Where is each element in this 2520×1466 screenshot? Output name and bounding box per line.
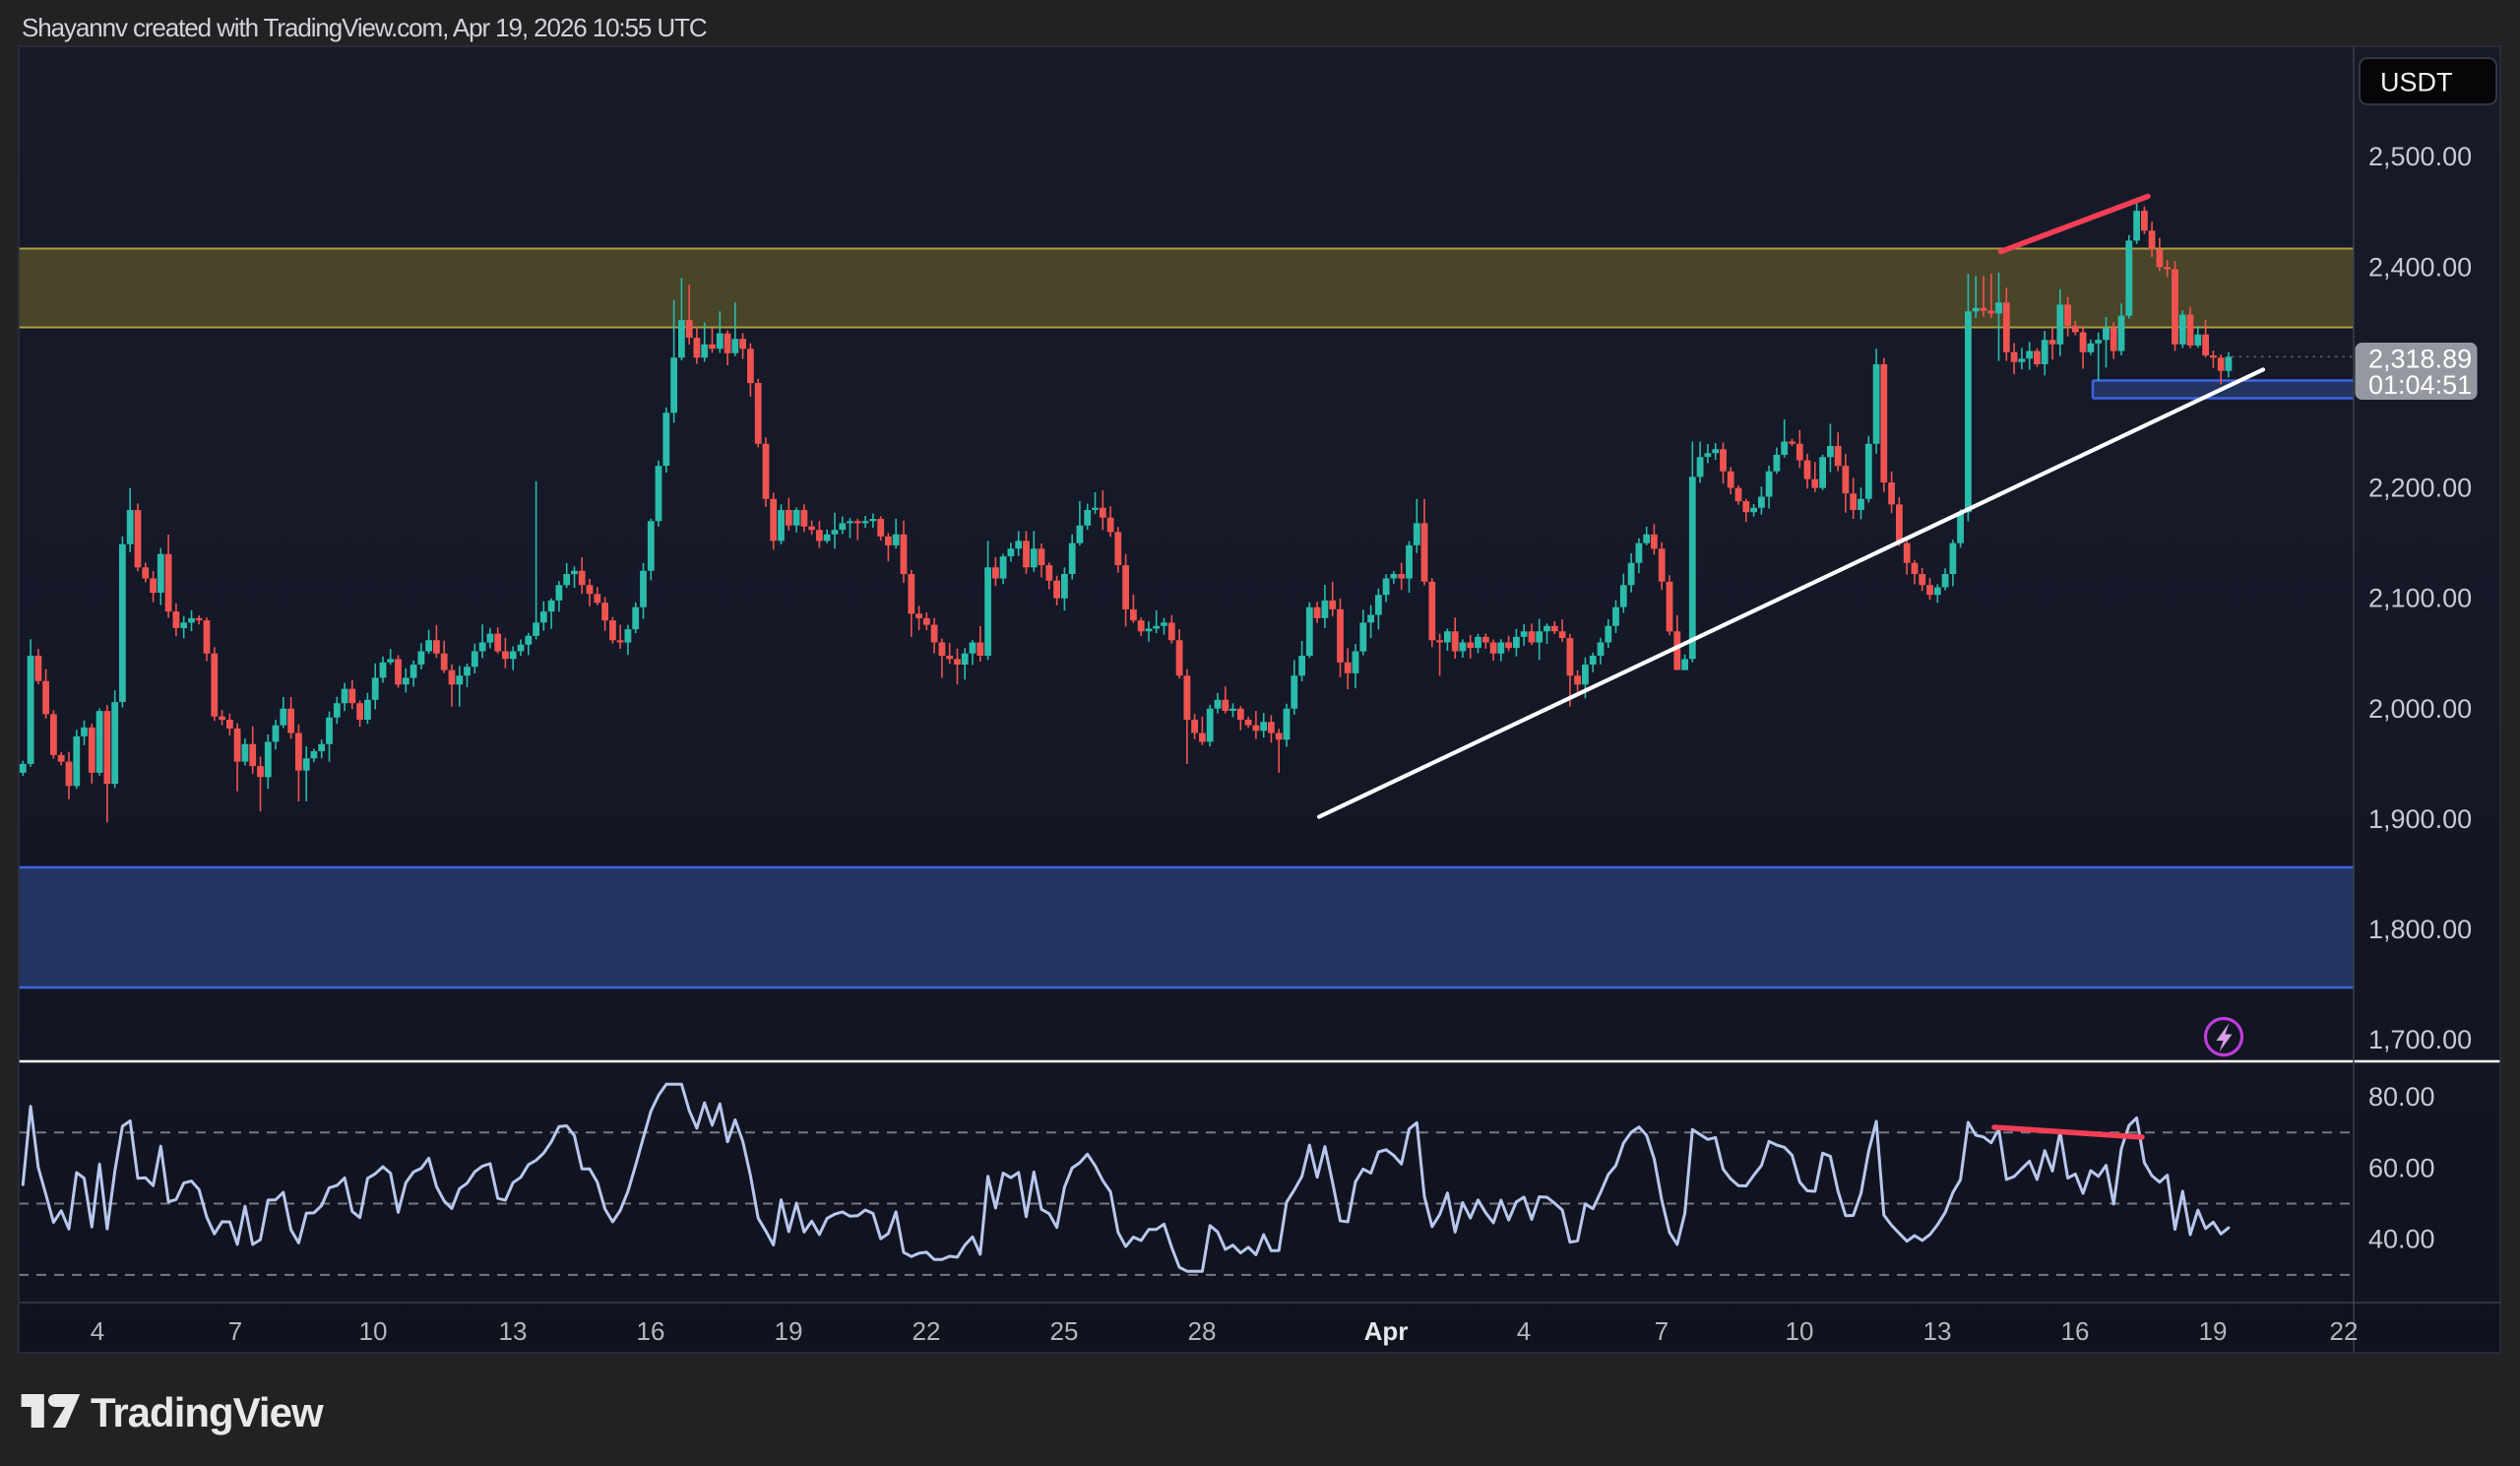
svg-text:28: 28 bbox=[1188, 1316, 1217, 1346]
svg-text:2,100.00: 2,100.00 bbox=[2368, 584, 2472, 613]
svg-text:2,400.00: 2,400.00 bbox=[2368, 252, 2472, 282]
svg-text:Apr: Apr bbox=[1364, 1316, 1409, 1346]
svg-text:1,700.00: 1,700.00 bbox=[2368, 1025, 2472, 1054]
svg-text:10: 10 bbox=[1786, 1316, 1814, 1346]
svg-text:16: 16 bbox=[2061, 1316, 2090, 1346]
svg-text:01:04:51: 01:04:51 bbox=[2368, 370, 2472, 400]
svg-text:USDT: USDT bbox=[2380, 68, 2453, 97]
svg-text:2,500.00: 2,500.00 bbox=[2368, 142, 2472, 171]
svg-text:1,800.00: 1,800.00 bbox=[2368, 915, 2472, 944]
svg-text:10: 10 bbox=[359, 1316, 388, 1346]
svg-text:4: 4 bbox=[91, 1316, 104, 1346]
svg-text:22: 22 bbox=[2330, 1316, 2359, 1346]
svg-text:19: 19 bbox=[775, 1316, 803, 1346]
svg-text:1,900.00: 1,900.00 bbox=[2368, 804, 2472, 834]
svg-text:16: 16 bbox=[637, 1316, 665, 1346]
svg-text:2,000.00: 2,000.00 bbox=[2368, 694, 2472, 724]
svg-text:25: 25 bbox=[1050, 1316, 1079, 1346]
svg-text:13: 13 bbox=[499, 1316, 528, 1346]
svg-text:13: 13 bbox=[1923, 1316, 1952, 1346]
svg-text:4: 4 bbox=[1517, 1316, 1531, 1346]
svg-text:60.00: 60.00 bbox=[2368, 1153, 2435, 1182]
svg-text:19: 19 bbox=[2199, 1316, 2228, 1346]
svg-text:7: 7 bbox=[228, 1316, 242, 1346]
svg-text:40.00: 40.00 bbox=[2368, 1225, 2435, 1254]
svg-text:2,318.89: 2,318.89 bbox=[2368, 345, 2472, 374]
svg-text:22: 22 bbox=[913, 1316, 941, 1346]
svg-text:7: 7 bbox=[1655, 1316, 1669, 1346]
svg-text:Shayannv created with TradingV: Shayannv created with TradingView.com, A… bbox=[22, 13, 707, 42]
svg-text:2,200.00: 2,200.00 bbox=[2368, 474, 2472, 503]
svg-text:80.00: 80.00 bbox=[2368, 1082, 2435, 1112]
svg-text:TradingView: TradingView bbox=[91, 1389, 324, 1435]
